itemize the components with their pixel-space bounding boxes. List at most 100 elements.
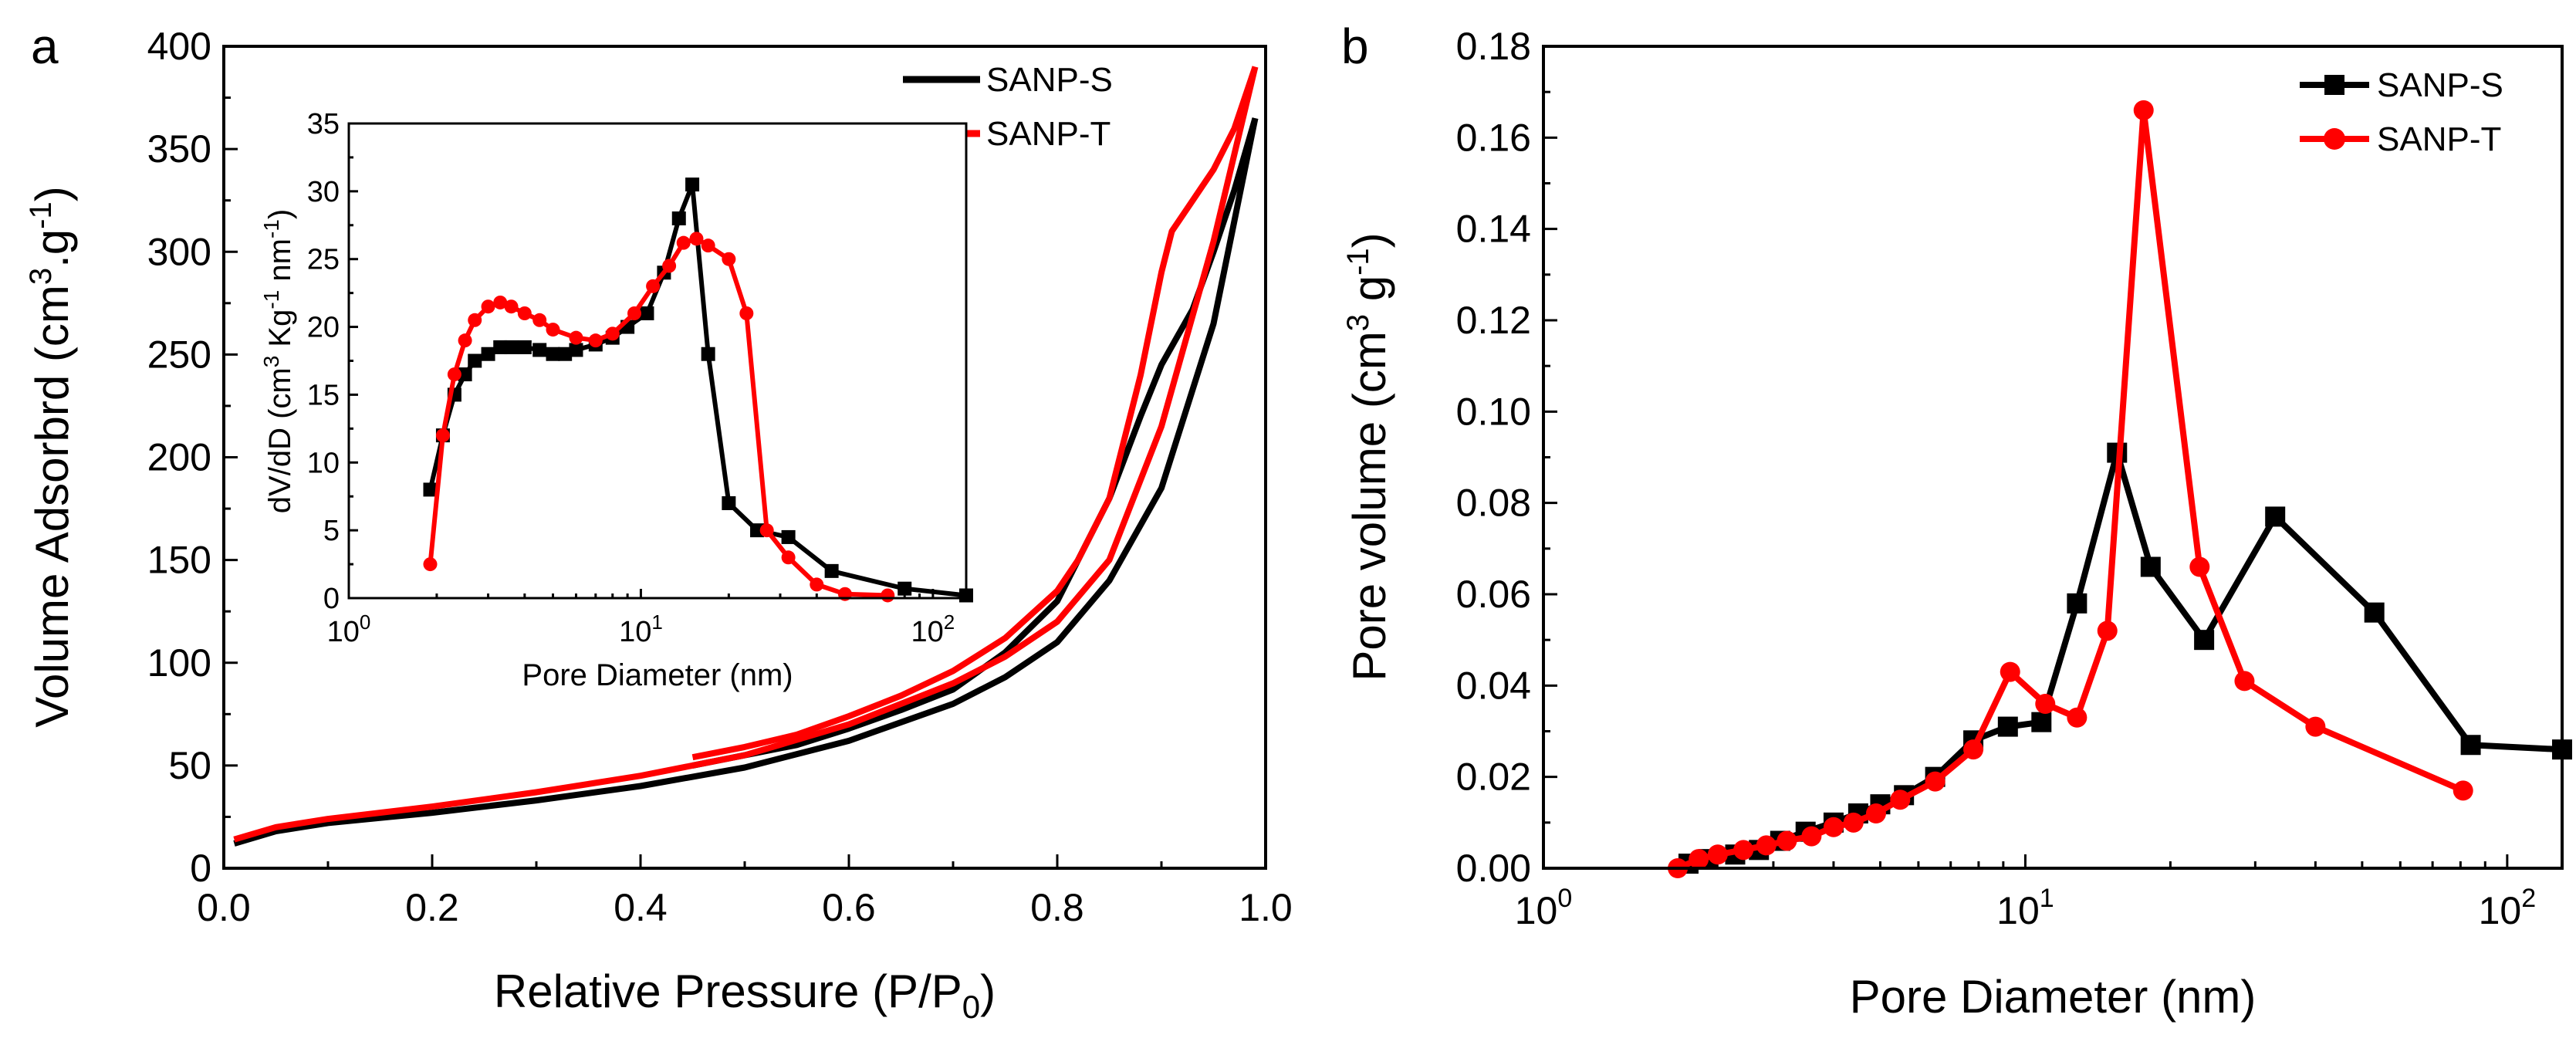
panel-b-sanp-s-point: [2194, 630, 2215, 651]
panel-b-sanp-t-point: [2097, 620, 2118, 641]
inset-sanp-t-point: [493, 295, 508, 309]
panel-a-sanp-s-adsorption-line: [233, 117, 1259, 847]
inset-sanp-t-point: [481, 299, 495, 314]
panel-b-sanp-t-point: [2000, 661, 2020, 682]
panel-a-ytick-label: 100: [147, 641, 211, 685]
inset-ylabel: dV/dD (cm3 Kg-1 nm-1): [259, 209, 297, 513]
inset-sanp-s-point: [468, 353, 482, 368]
inset-sanp-t-point: [532, 313, 547, 327]
inset-sanp-s-point: [640, 306, 654, 320]
panel-b-sanp-t-point: [2035, 694, 2056, 714]
legend-b-sanp-s-label: SANP-S: [2377, 66, 2503, 104]
inset-frame: [347, 122, 968, 600]
panel-a-legend: SANP-S SANP-T: [903, 61, 1113, 153]
inset-sanp-s-point: [517, 340, 532, 354]
panel-a-ytick-label: 0: [190, 847, 211, 890]
inset-ytick-label: 30: [307, 176, 340, 208]
inset-ytick-label: 10: [307, 447, 340, 479]
panel-b-sanp-t-line: [1676, 107, 2465, 871]
panel-b-sanp-t-point: [1890, 790, 1911, 810]
panel-b-plot-frame: [1542, 45, 2564, 870]
panel-b-sanp-t-point: [1823, 817, 1844, 837]
panel-b-sanp-s-point: [2140, 556, 2161, 577]
inset-ytick-label: 35: [307, 108, 340, 140]
inset-sanp-t-point: [588, 333, 603, 348]
panel-a-ytick-label: 400: [147, 25, 211, 68]
panel-b-sanp-t-point: [1801, 826, 1822, 847]
inset-ytick-label: 25: [307, 244, 340, 276]
inset-xtick-label: 101: [619, 610, 663, 648]
panel-a-letter: a: [31, 19, 59, 74]
panel-b-sanp-s-point: [2067, 593, 2088, 614]
panel-b-xtick-label: 101: [1996, 884, 2054, 932]
panel-b-sanp-t-point: [1843, 812, 1864, 833]
legend-a-sanp-t-label: SANP-T: [986, 115, 1111, 153]
inset-background: [349, 123, 966, 598]
panel-b-ytick-label: 0.18: [1456, 25, 1531, 68]
legend-b-sanp-t-marker: [2324, 128, 2345, 150]
inset-sanp-t-point: [458, 333, 472, 348]
inset-sanp-s-point: [685, 178, 700, 192]
inset-xtick-label: 102: [911, 610, 955, 648]
inset-sanp-s-point: [671, 211, 686, 225]
panel-b-ytick-label: 0.04: [1456, 664, 1531, 707]
inset-sanp-t-point: [546, 323, 560, 337]
panel-b-letter: b: [1341, 19, 1369, 74]
inset-sanp-t-point: [722, 252, 736, 266]
panel-a-xtick-label: 0.6: [822, 886, 876, 929]
panel-b-ytick-label: 0.10: [1456, 390, 1531, 433]
inset-ytick-label: 15: [307, 379, 340, 411]
panel-b-sanp-s-point: [1997, 716, 2018, 737]
panel-b-sanp-t-point: [2305, 716, 2326, 737]
inset-sanp-t-point: [701, 238, 715, 253]
legend-b-sanp-t-label: SANP-T: [2377, 120, 2501, 158]
panel-a-series: [233, 66, 1259, 847]
inset-sanp-s-point: [781, 529, 796, 544]
panel-a-ytick-label: 300: [147, 230, 211, 273]
panel-a-sanp-t-adsorption-line: [233, 66, 1259, 843]
inset-sanp-s-point: [546, 347, 560, 361]
panel-b-sanp-t-point: [1733, 840, 1754, 861]
panel-a-ytick-label: 50: [168, 744, 211, 787]
panel-b-sanp-t-point: [1925, 771, 1946, 792]
inset-sanp-s-point: [824, 563, 839, 578]
inset-sanp-t-point: [468, 313, 482, 327]
legend-a-sanp-s-label: SANP-S: [986, 61, 1113, 99]
panel-b-sanp-t-point: [1776, 830, 1797, 851]
inset-sanp-s-point: [493, 340, 508, 354]
panel-b-series: [1668, 100, 2572, 878]
inset-sanp-s-point: [558, 347, 573, 361]
panel-b-sanp-t-point: [1865, 803, 1886, 823]
panel-b-sanp-t-point: [2234, 671, 2255, 691]
panel-a-ylabel: Volume Adsorbrd (cm3.g-1): [24, 186, 78, 727]
inset-ytick-label: 5: [323, 515, 340, 547]
inset-sanp-t-point: [759, 523, 774, 538]
panel-b-sanp-t-point: [1707, 844, 1728, 865]
panel-b-xlabel: Pore Diameter (nm): [1850, 971, 2257, 1023]
inset-sanp-t-point: [517, 306, 532, 320]
inset-xtick-label: 100: [327, 610, 371, 648]
panel-b-sanp-s-point: [2364, 602, 2385, 623]
panel-b-legend: SANP-S SANP-T: [2300, 66, 2503, 158]
panel-b-ylabel: Pore volume (cm3 g-1): [1341, 232, 1395, 681]
inset-sanp-s-point: [569, 343, 583, 357]
panel-b-ticks: 0.00 0.02 0.04 0.06 0.08 0.10 0.12 0.14 0.16 0.18…: [1456, 25, 2536, 932]
inset-sanp-s-point: [532, 343, 547, 357]
inset-sanp-t-point: [881, 588, 895, 603]
panel-b: b 0.000.020.040.060.080.100.120.140.160.…: [1341, 19, 2572, 1023]
panel-a-sanp-t-desorption-line: [691, 66, 1259, 761]
inset-sanp-s-point: [722, 496, 736, 510]
inset-sanp-s-point: [898, 581, 912, 596]
panel-b-sanp-t-point: [2133, 100, 2154, 120]
inset-sanp-t-point: [423, 557, 438, 572]
inset-sanp-t-point: [781, 550, 796, 565]
inset-sanp-t-point: [662, 259, 677, 273]
panel-b-ytick-label: 0.12: [1456, 299, 1531, 342]
inset-sanp-t-point: [646, 279, 661, 293]
panel-a-ytick-label: 250: [147, 333, 211, 376]
panel-b-sanp-t-point: [2453, 780, 2473, 801]
panel-b-sanp-t-point: [1756, 835, 1776, 856]
